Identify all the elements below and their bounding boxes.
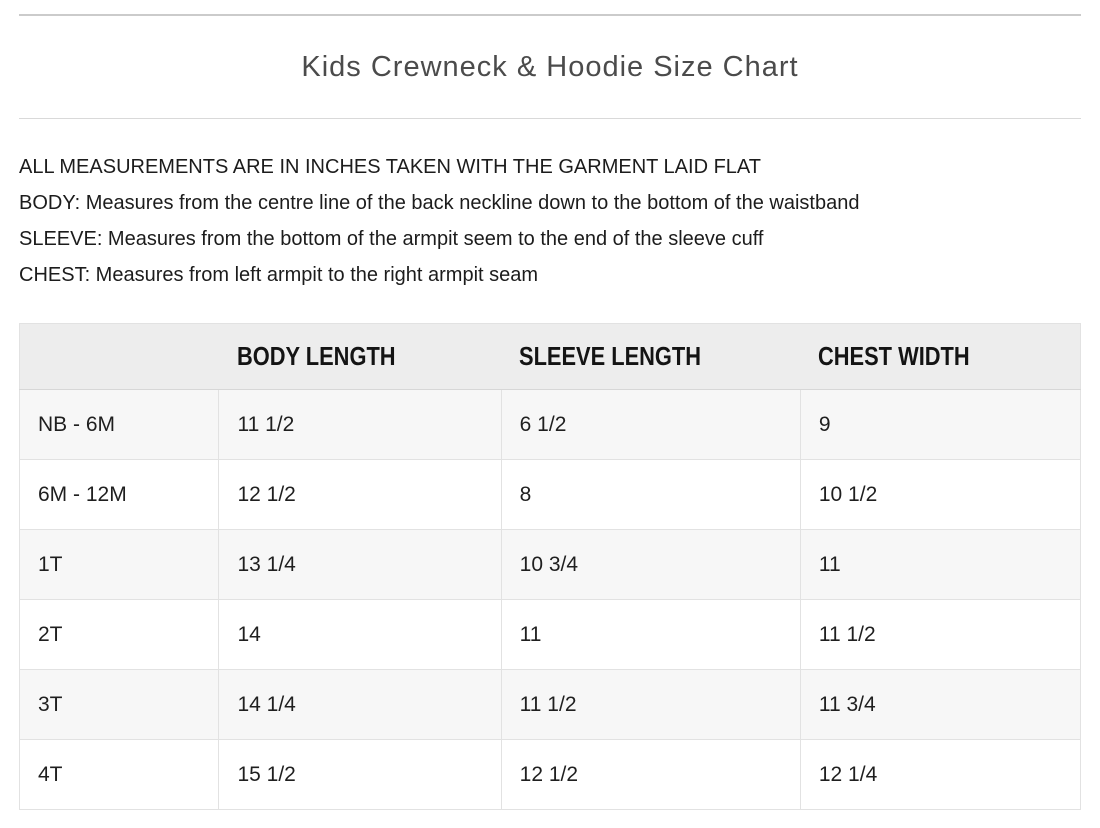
column-header-size — [19, 323, 219, 390]
column-header-sleeve-length: SLEEVE LENGTH — [501, 323, 801, 390]
cell-sleeve-length: 6 1/2 — [500, 389, 801, 460]
cell-chest-width: 12 1/4 — [799, 739, 1081, 810]
column-header-chest-width: CHEST WIDTH — [800, 323, 1081, 390]
note-body-definition: BODY: Measures from the centre line of t… — [19, 192, 860, 214]
table-row-2t: 2T 14 11 11 1/2 — [19, 599, 1081, 670]
cell-size: 3T — [19, 669, 219, 740]
cell-body-length: 13 1/4 — [218, 529, 502, 600]
cell-chest-width: 11 1/2 — [799, 599, 1081, 670]
cell-size: 1T — [19, 529, 219, 600]
cell-sleeve-length: 10 3/4 — [500, 529, 801, 600]
table-row-6m-12m: 6M - 12M 12 1/2 8 10 1/2 — [19, 459, 1081, 530]
table-row-3t: 3T 14 1/4 11 1/2 11 3/4 — [19, 669, 1081, 740]
cell-chest-width: 10 1/2 — [799, 459, 1081, 530]
cell-sleeve-length: 12 1/2 — [500, 739, 801, 810]
cell-chest-width: 9 — [799, 389, 1081, 460]
cell-body-length: 11 1/2 — [218, 389, 502, 460]
cell-body-length: 15 1/2 — [218, 739, 502, 810]
cell-sleeve-length: 11 — [500, 599, 801, 670]
cell-size: 6M - 12M — [19, 459, 219, 530]
cell-size: NB - 6M — [19, 389, 219, 460]
cell-body-length: 12 1/2 — [218, 459, 502, 530]
note-chest-definition: CHEST: Measures from left armpit to the … — [19, 264, 539, 286]
cell-body-length: 14 1/4 — [218, 669, 502, 740]
measurement-notes: ALL MEASUREMENTS ARE IN INCHES TAKEN WIT… — [19, 149, 1081, 293]
cell-chest-width: 11 3/4 — [799, 669, 1081, 740]
note-all-measurements: ALL MEASUREMENTS ARE IN INCHES TAKEN WIT… — [19, 156, 761, 178]
title-section: Kids Crewneck & Hoodie Size Chart — [19, 16, 1081, 118]
table-row-nb-6m: NB - 6M 11 1/2 6 1/2 9 — [19, 389, 1081, 460]
table-row-4t: 4T 15 1/2 12 1/2 12 1/4 — [19, 739, 1081, 810]
table-row-1t: 1T 13 1/4 10 3/4 11 — [19, 529, 1081, 600]
page-title: Kids Crewneck & Hoodie Size Chart — [301, 50, 799, 83]
column-header-body-length: BODY LENGTH — [218, 323, 502, 390]
cell-sleeve-length: 8 — [500, 459, 801, 530]
cell-body-length: 14 — [218, 599, 502, 670]
cell-size: 4T — [19, 739, 219, 810]
note-sleeve-definition: SLEEVE: Measures from the bottom of the … — [19, 228, 764, 250]
size-chart-page: Kids Crewneck & Hoodie Size Chart ALL ME… — [0, 14, 1100, 826]
cell-sleeve-length: 11 1/2 — [500, 669, 801, 740]
top-divider — [19, 14, 1081, 16]
cell-chest-width: 11 — [799, 529, 1081, 600]
table-header-row: BODY LENGTH SLEEVE LENGTH CHEST WIDTH — [19, 323, 1081, 390]
size-chart-table: BODY LENGTH SLEEVE LENGTH CHEST WIDTH NB… — [19, 323, 1081, 810]
cell-size: 2T — [19, 599, 219, 670]
title-bottom-divider — [19, 118, 1081, 119]
